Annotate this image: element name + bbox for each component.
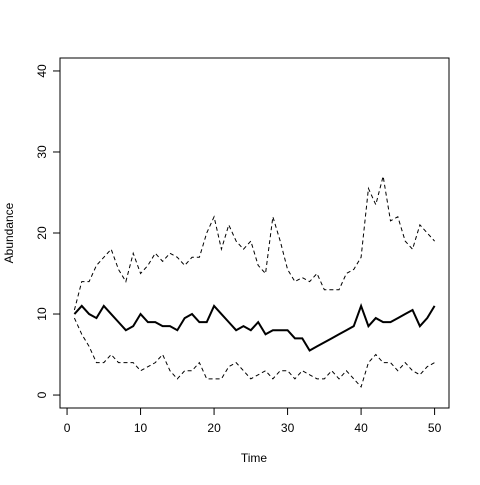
x-tick-label: 50 <box>428 421 442 435</box>
series-line <box>73 317 435 388</box>
x-axis-label: Time <box>241 451 268 465</box>
plot-box <box>59 57 450 409</box>
x-tick-label: 40 <box>354 421 368 435</box>
x-tick-label: 20 <box>207 421 221 435</box>
y-tick-label: 10 <box>35 307 49 321</box>
series-line <box>73 302 436 352</box>
y-tick-label: 30 <box>35 145 49 159</box>
y-tick-label: 0 <box>35 391 49 398</box>
x-tick-label: 10 <box>134 421 148 435</box>
x-tick-label: 30 <box>281 421 295 435</box>
y-tick-label: 20 <box>35 226 49 240</box>
x-tick-label: 0 <box>64 421 71 435</box>
y-tick-label: 40 <box>35 64 49 78</box>
series-line <box>73 176 435 311</box>
y-axis-label: Abundance <box>2 202 16 263</box>
